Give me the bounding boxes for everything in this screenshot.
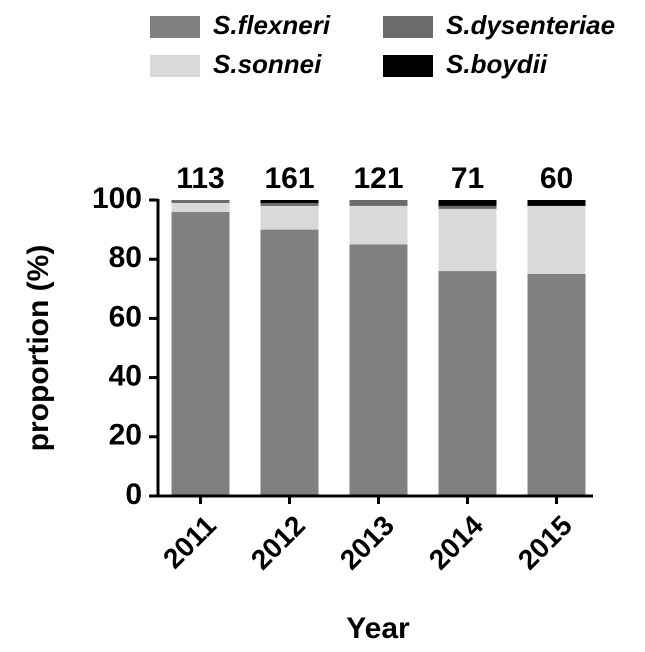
bar-segment [438, 200, 497, 206]
bar-segment [260, 200, 319, 203]
legend-swatch [150, 16, 200, 38]
bar-total-label: 60 [540, 162, 573, 195]
y-tick-label: 60 [109, 300, 142, 333]
legend-swatch [383, 16, 433, 38]
x-tick-label: 2015 [512, 510, 578, 576]
bar-segment [349, 244, 408, 496]
bar-segment [527, 205, 586, 274]
bar-segment [438, 271, 497, 496]
bar-segment [349, 205, 408, 245]
y-tick-label: 40 [109, 360, 142, 393]
bar-segment [527, 200, 586, 206]
bar-segment [260, 202, 319, 206]
legend-label: S.dysenteriae [446, 10, 615, 40]
legend-label: S.sonnei [213, 49, 322, 79]
bar-segment [171, 211, 230, 496]
legend-swatch [383, 55, 433, 77]
legend-label: S.flexneri [213, 10, 331, 40]
y-tick-label: 100 [92, 182, 142, 215]
bar-segment [171, 200, 230, 203]
y-axis-label: proportion (%) [22, 245, 55, 452]
y-tick-label: 0 [125, 478, 142, 511]
bar-segment [349, 200, 408, 206]
bar-segment [438, 208, 497, 272]
bar-segment [171, 202, 230, 212]
bar-segment [260, 229, 319, 496]
bar-total-label: 71 [451, 162, 484, 195]
bar-total-label: 113 [176, 162, 224, 195]
bar-segment [260, 205, 319, 230]
x-tick-label: 2014 [423, 509, 489, 575]
bar-segment [438, 205, 497, 209]
bar-total-label: 161 [264, 162, 314, 195]
x-tick-label: 2013 [334, 510, 400, 576]
y-tick-label: 80 [109, 241, 142, 274]
legend-label: S.boydii [446, 49, 548, 79]
legend-swatch [150, 55, 200, 77]
bar-total-label: 121 [353, 162, 403, 195]
x-tick-label: 2011 [157, 510, 222, 575]
x-axis-label: Year [346, 612, 410, 645]
x-tick-label: 2012 [245, 510, 311, 576]
y-tick-label: 20 [109, 419, 142, 452]
bar-segment [527, 274, 586, 496]
